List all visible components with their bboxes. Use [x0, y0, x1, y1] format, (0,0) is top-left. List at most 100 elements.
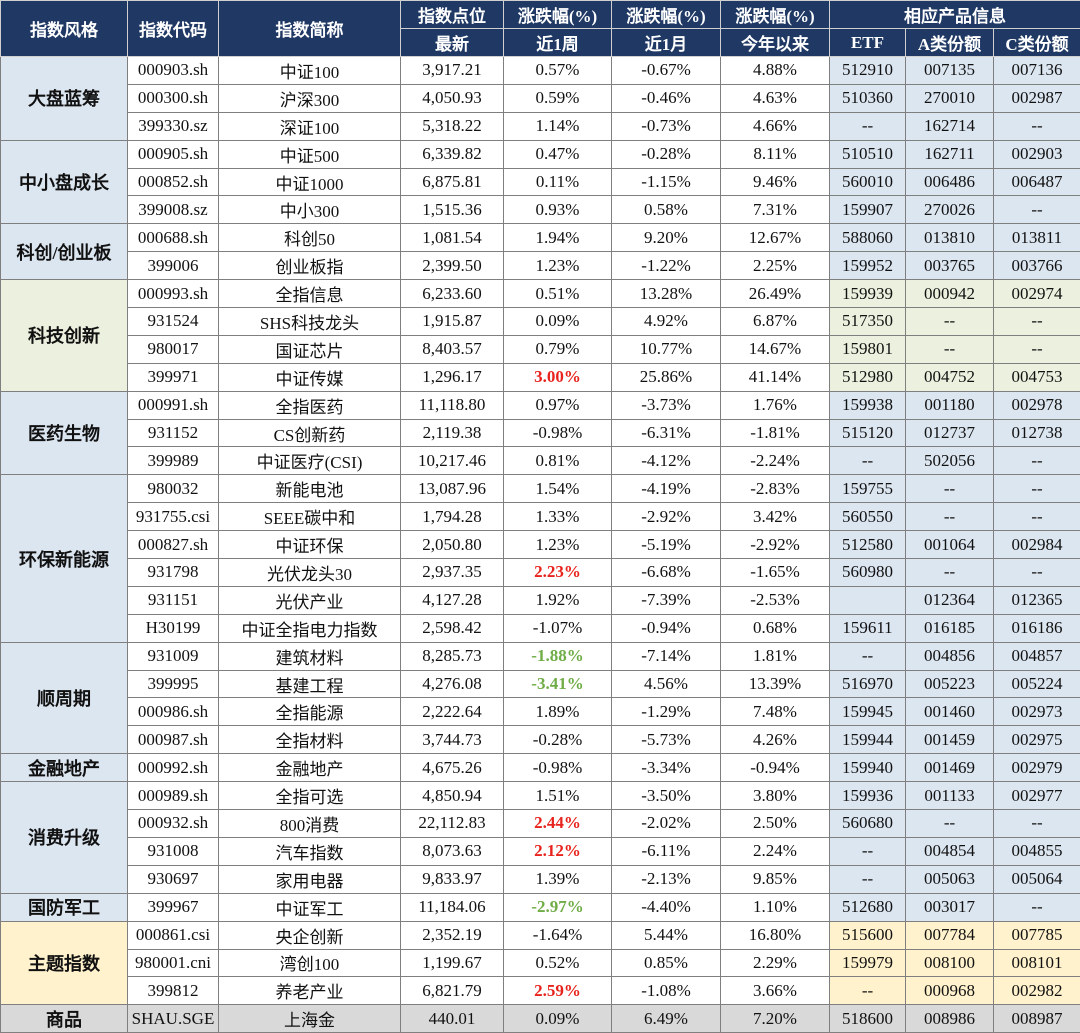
table-cell: 002974 — [992, 279, 1080, 309]
table-cell: 10.77% — [611, 334, 721, 364]
table-cell: 517350 — [829, 307, 906, 336]
table-cell: 科创50 — [218, 223, 401, 253]
table-cell: -- — [829, 976, 906, 1006]
table-cell: 008100 — [905, 948, 994, 978]
group-cell: 消费升级 — [0, 781, 128, 894]
table-cell: -3.50% — [611, 781, 721, 811]
table-cell: 159940 — [829, 753, 906, 783]
header-cell: 指数点位 — [400, 0, 504, 29]
table-cell: 013811 — [992, 223, 1080, 253]
table-cell: 0.59% — [503, 83, 612, 113]
table-cell: 005224 — [992, 669, 1080, 699]
table-cell: -2.02% — [611, 809, 721, 838]
table-cell: 270010 — [905, 83, 994, 113]
table-row: 980017 国证芯片 8,403.57 0.79% 10.77% 14.67% 15980… — [1, 334, 1080, 364]
table-row: 000932.sh 800消费 22,112.83 2.44% -2.02% 2.50% 5… — [1, 809, 1080, 838]
table-cell: -2.13% — [611, 864, 721, 894]
table-row: 000852.sh 中证1000 6,875.81 0.11% -1.15% 9.46% 5… — [1, 167, 1080, 197]
table-cell: 000993.sh — [127, 279, 219, 309]
table-row: 主题指数 000861.csi 央企创新 2,352.19 -1.64% 5.44% 16.… — [0, 920, 1080, 1006]
table-cell: -- — [829, 864, 906, 894]
table-cell: 全指材料 — [218, 725, 401, 755]
table-cell: 中证全指电力指数 — [218, 613, 401, 643]
table-cell: 1.76% — [720, 390, 830, 420]
table-cell: 007136 — [992, 56, 1080, 85]
table-cell: 4,127.28 — [400, 585, 504, 615]
table-cell: 001133 — [905, 781, 994, 811]
table-cell: 001469 — [905, 753, 994, 783]
table-cell: 510360 — [829, 83, 906, 113]
table-cell: 汽车指数 — [218, 836, 401, 866]
table-cell: 002987 — [992, 83, 1080, 113]
table-cell: 3,744.73 — [400, 725, 504, 755]
table-cell: -- — [829, 111, 906, 141]
table-cell: 央企创新 — [218, 920, 401, 950]
table-cell: 2.25% — [720, 251, 830, 281]
header-cell: C类份额 — [992, 28, 1080, 57]
table-row: 科创/创业板 000688.sh 科创50 1,081.54 1.94% 9.20% 12.… — [0, 223, 1080, 281]
table-cell: 1,296.17 — [400, 362, 504, 392]
table-cell: -2.24% — [720, 446, 830, 476]
table-cell: 000827.sh — [127, 530, 219, 560]
table-cell: 9,833.97 — [400, 864, 504, 894]
table-cell: -- — [905, 474, 994, 504]
table-cell: -4.19% — [611, 474, 721, 504]
table-cell: -- — [992, 892, 1080, 922]
table-cell: 002978 — [992, 390, 1080, 420]
table-cell: 012365 — [992, 585, 1080, 615]
group-cell: 科技创新 — [0, 279, 128, 392]
table-row: 399008.sz 中小300 1,515.36 0.93% 0.58% 7.31% 159… — [1, 195, 1080, 225]
table-cell: 中证传媒 — [218, 362, 401, 392]
table-cell: 4,675.26 — [400, 753, 504, 783]
table-cell: 7.20% — [720, 1004, 830, 1033]
table-row: 399995 基建工程 4,276.08 -3.41% 4.56% 13.39% 51697… — [1, 669, 1080, 699]
table-cell: 002984 — [992, 530, 1080, 560]
table-cell: -- — [905, 502, 994, 532]
table-cell: 5,318.22 — [400, 111, 504, 141]
table-cell: 980032 — [127, 474, 219, 504]
table-row: 931008 汽车指数 8,073.63 2.12% -6.11% 2.24% -- 0048… — [1, 836, 1080, 866]
table-cell: 000968 — [905, 976, 994, 1006]
group-cell: 主题指数 — [0, 920, 128, 1006]
table-cell: -2.83% — [720, 474, 830, 504]
table-cell: 560980 — [829, 558, 906, 587]
header-cell: 涨跌幅(%) — [611, 0, 721, 29]
table-cell: 8,403.57 — [400, 334, 504, 364]
table-row: 399989 中证医疗(CSI) 10,217.46 0.81% -4.12% -2.24… — [1, 446, 1080, 476]
table-cell: 000992.sh — [127, 753, 219, 783]
table-cell: 515120 — [829, 418, 906, 448]
table-row: 消费升级 000989.sh 全指可选 4,850.94 1.51% -3.50% 3.80… — [0, 781, 1080, 894]
table-cell: 新能电池 — [218, 474, 401, 504]
table-cell: 931008 — [127, 836, 219, 866]
table-cell: 002979 — [992, 753, 1080, 783]
table-cell: -- — [829, 836, 906, 866]
table-cell: 10,217.46 — [400, 446, 504, 476]
table-cell: -4.40% — [611, 892, 721, 922]
table-cell: 1.92% — [503, 585, 612, 615]
table-cell: 007784 — [905, 920, 994, 950]
table-row: 科技创新 000993.sh 全指信息 6,233.60 0.51% 13.28% 26.4… — [0, 279, 1080, 392]
table-row: 医药生物 000991.sh 全指医药 11,118.80 0.97% -3.73% 1.7… — [0, 390, 1080, 476]
table-cell: 399967 — [127, 892, 219, 922]
table-cell: 931152 — [127, 418, 219, 448]
table-cell: 0.85% — [611, 948, 721, 978]
table-cell: 931524 — [127, 307, 219, 336]
table-cell: 004753 — [992, 362, 1080, 392]
table-cell: 000861.csi — [127, 920, 219, 950]
table-cell: 001459 — [905, 725, 994, 755]
table-cell: 0.52% — [503, 948, 612, 978]
table-cell: 创业板指 — [218, 251, 401, 281]
table-cell: 980017 — [127, 334, 219, 364]
table-cell: 13.39% — [720, 669, 830, 699]
table-cell: 0.97% — [503, 390, 612, 420]
table-cell: 515600 — [829, 920, 906, 950]
table-cell: 002975 — [992, 725, 1080, 755]
table-row: 商品 SHAU.SGE 上海金 440.01 0.09% 6.49% 7.20% 518600… — [0, 1004, 1080, 1033]
table-cell: 0.51% — [503, 279, 612, 309]
table-cell: -2.53% — [720, 585, 830, 615]
table-row: 931151 光伏产业 4,127.28 1.92% -7.39% -2.53% 01236… — [1, 585, 1080, 615]
table-cell: 000300.sh — [127, 83, 219, 113]
header-cell: 指数代码 — [127, 0, 219, 57]
table-cell: 9.20% — [611, 223, 721, 253]
table-cell: -0.94% — [720, 753, 830, 783]
